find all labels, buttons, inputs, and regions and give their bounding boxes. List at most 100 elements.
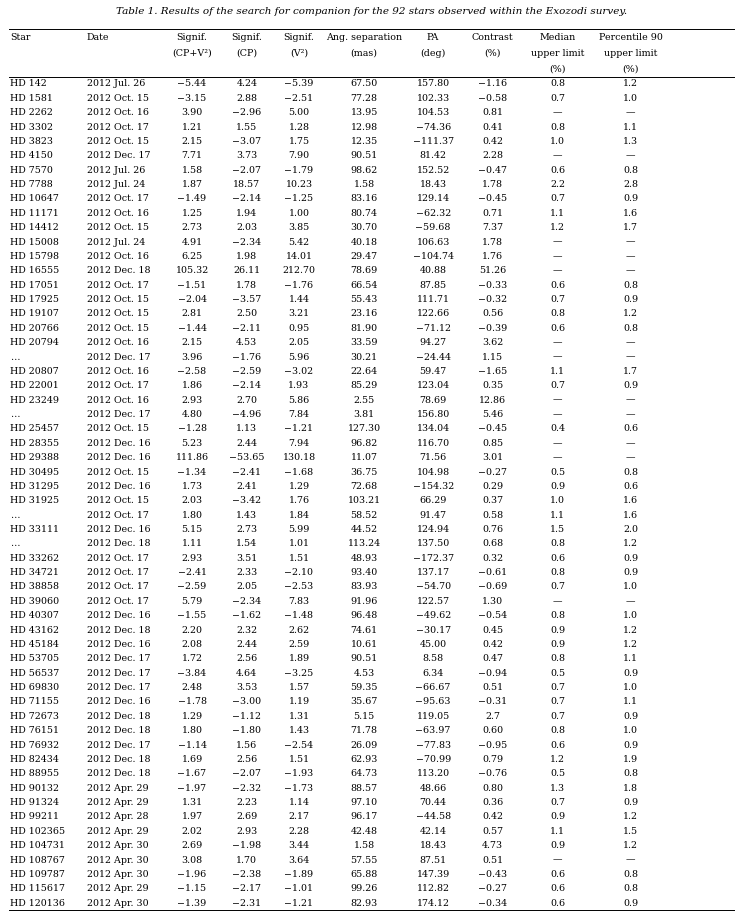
Text: 1.31: 1.31 <box>288 712 310 721</box>
Text: −1.51: −1.51 <box>178 281 207 290</box>
Text: −1.14: −1.14 <box>178 740 207 749</box>
Text: 0.8: 0.8 <box>550 539 565 548</box>
Text: 2.41: 2.41 <box>236 482 257 491</box>
Text: 174.12: 174.12 <box>417 898 450 908</box>
Text: −1.89: −1.89 <box>285 870 314 879</box>
Text: 0.42: 0.42 <box>482 813 503 822</box>
Text: 2.2: 2.2 <box>550 180 565 189</box>
Text: HD 39060: HD 39060 <box>10 597 59 606</box>
Text: 1.78: 1.78 <box>482 180 503 189</box>
Text: 2012 Apr. 28: 2012 Apr. 28 <box>86 813 148 822</box>
Text: −1.79: −1.79 <box>285 165 314 175</box>
Text: 1.2: 1.2 <box>550 223 565 232</box>
Text: 1.58: 1.58 <box>354 841 374 850</box>
Text: 2.03: 2.03 <box>181 496 203 505</box>
Text: 2012 Jul. 26: 2012 Jul. 26 <box>86 165 145 175</box>
Text: 2012 Oct. 17: 2012 Oct. 17 <box>86 281 149 290</box>
Text: 90.51: 90.51 <box>351 654 378 664</box>
Text: 94.27: 94.27 <box>420 338 447 347</box>
Text: 71.78: 71.78 <box>351 727 377 735</box>
Text: 70.44: 70.44 <box>420 798 447 807</box>
Text: 2.56: 2.56 <box>236 755 257 764</box>
Text: 22.64: 22.64 <box>351 367 377 376</box>
Text: 2.28: 2.28 <box>288 827 310 835</box>
Text: —: — <box>553 396 562 405</box>
Text: −0.95: −0.95 <box>478 740 507 749</box>
Text: 0.35: 0.35 <box>482 381 503 390</box>
Text: 30.21: 30.21 <box>351 353 377 362</box>
Text: 2012 Oct. 16: 2012 Oct. 16 <box>86 338 149 347</box>
Text: 0.7: 0.7 <box>550 712 565 721</box>
Text: 2012 Dec. 17: 2012 Dec. 17 <box>86 683 150 692</box>
Text: 3.64: 3.64 <box>288 856 310 865</box>
Text: 3.44: 3.44 <box>288 841 310 850</box>
Text: −70.99: −70.99 <box>415 755 451 764</box>
Text: −2.38: −2.38 <box>233 870 262 879</box>
Text: 2.7: 2.7 <box>485 712 500 721</box>
Text: …: … <box>10 511 20 520</box>
Text: 2012 Oct. 17: 2012 Oct. 17 <box>86 582 149 591</box>
Text: 3.62: 3.62 <box>482 338 503 347</box>
Text: 104.53: 104.53 <box>417 108 450 117</box>
Text: 0.51: 0.51 <box>482 856 503 865</box>
Text: 2012 Oct. 15: 2012 Oct. 15 <box>86 310 149 318</box>
Text: 1.2: 1.2 <box>623 625 638 634</box>
Text: 0.6: 0.6 <box>550 554 565 563</box>
Text: HD 33262: HD 33262 <box>10 554 59 563</box>
Text: 1.98: 1.98 <box>236 252 257 260</box>
Text: HD 76932: HD 76932 <box>10 740 59 749</box>
Text: 2012 Dec. 17: 2012 Dec. 17 <box>86 152 150 160</box>
Text: −63.97: −63.97 <box>415 727 451 735</box>
Text: 0.5: 0.5 <box>550 669 565 677</box>
Text: 0.6: 0.6 <box>550 165 565 175</box>
Text: 122.66: 122.66 <box>417 310 450 318</box>
Text: 13.95: 13.95 <box>351 108 378 117</box>
Text: −3.15: −3.15 <box>178 94 207 103</box>
Text: 2.23: 2.23 <box>236 798 257 807</box>
Text: 2.28: 2.28 <box>482 152 503 160</box>
Text: 59.35: 59.35 <box>351 683 378 692</box>
Text: 4.91: 4.91 <box>181 238 203 247</box>
Text: HD 15008: HD 15008 <box>10 238 59 247</box>
Text: −2.53: −2.53 <box>285 582 314 591</box>
Text: 48.93: 48.93 <box>351 554 378 563</box>
Text: —: — <box>553 152 562 160</box>
Text: HD 7788: HD 7788 <box>10 180 53 189</box>
Text: —: — <box>553 453 562 462</box>
Text: −0.32: −0.32 <box>478 295 507 304</box>
Text: Star: Star <box>10 33 30 42</box>
Text: 0.9: 0.9 <box>623 554 638 563</box>
Text: 1.9: 1.9 <box>623 755 638 764</box>
Text: —: — <box>626 439 635 448</box>
Text: −0.31: −0.31 <box>478 697 507 707</box>
Text: HD 22001: HD 22001 <box>10 381 59 390</box>
Text: −0.69: −0.69 <box>478 582 507 591</box>
Text: —: — <box>626 396 635 405</box>
Text: 2.33: 2.33 <box>236 569 257 577</box>
Text: 1.14: 1.14 <box>288 798 310 807</box>
Text: 96.82: 96.82 <box>351 439 378 448</box>
Text: −2.59: −2.59 <box>232 367 262 376</box>
Text: 5.15: 5.15 <box>354 712 375 721</box>
Text: −30.17: −30.17 <box>415 625 451 634</box>
Text: 1.43: 1.43 <box>288 727 310 735</box>
Text: 2012 Dec. 17: 2012 Dec. 17 <box>86 353 150 362</box>
Text: 1.44: 1.44 <box>288 295 310 304</box>
Text: 112.82: 112.82 <box>417 884 450 893</box>
Text: −3.42: −3.42 <box>233 496 262 505</box>
Text: 18.43: 18.43 <box>420 841 447 850</box>
Text: (mas): (mas) <box>351 48 377 58</box>
Text: HD 20766: HD 20766 <box>10 324 59 333</box>
Text: 4.53: 4.53 <box>354 669 375 677</box>
Text: 1.76: 1.76 <box>482 252 503 260</box>
Text: 2012 Oct. 17: 2012 Oct. 17 <box>86 569 149 577</box>
Text: 55.43: 55.43 <box>351 295 378 304</box>
Text: 2.88: 2.88 <box>236 94 257 103</box>
Text: HD 15798: HD 15798 <box>10 252 59 260</box>
Text: 123.04: 123.04 <box>417 381 450 390</box>
Text: 40.18: 40.18 <box>351 238 377 247</box>
Text: 0.7: 0.7 <box>550 798 565 807</box>
Text: 96.17: 96.17 <box>351 813 378 822</box>
Text: 2.69: 2.69 <box>236 813 257 822</box>
Text: 0.8: 0.8 <box>623 884 638 893</box>
